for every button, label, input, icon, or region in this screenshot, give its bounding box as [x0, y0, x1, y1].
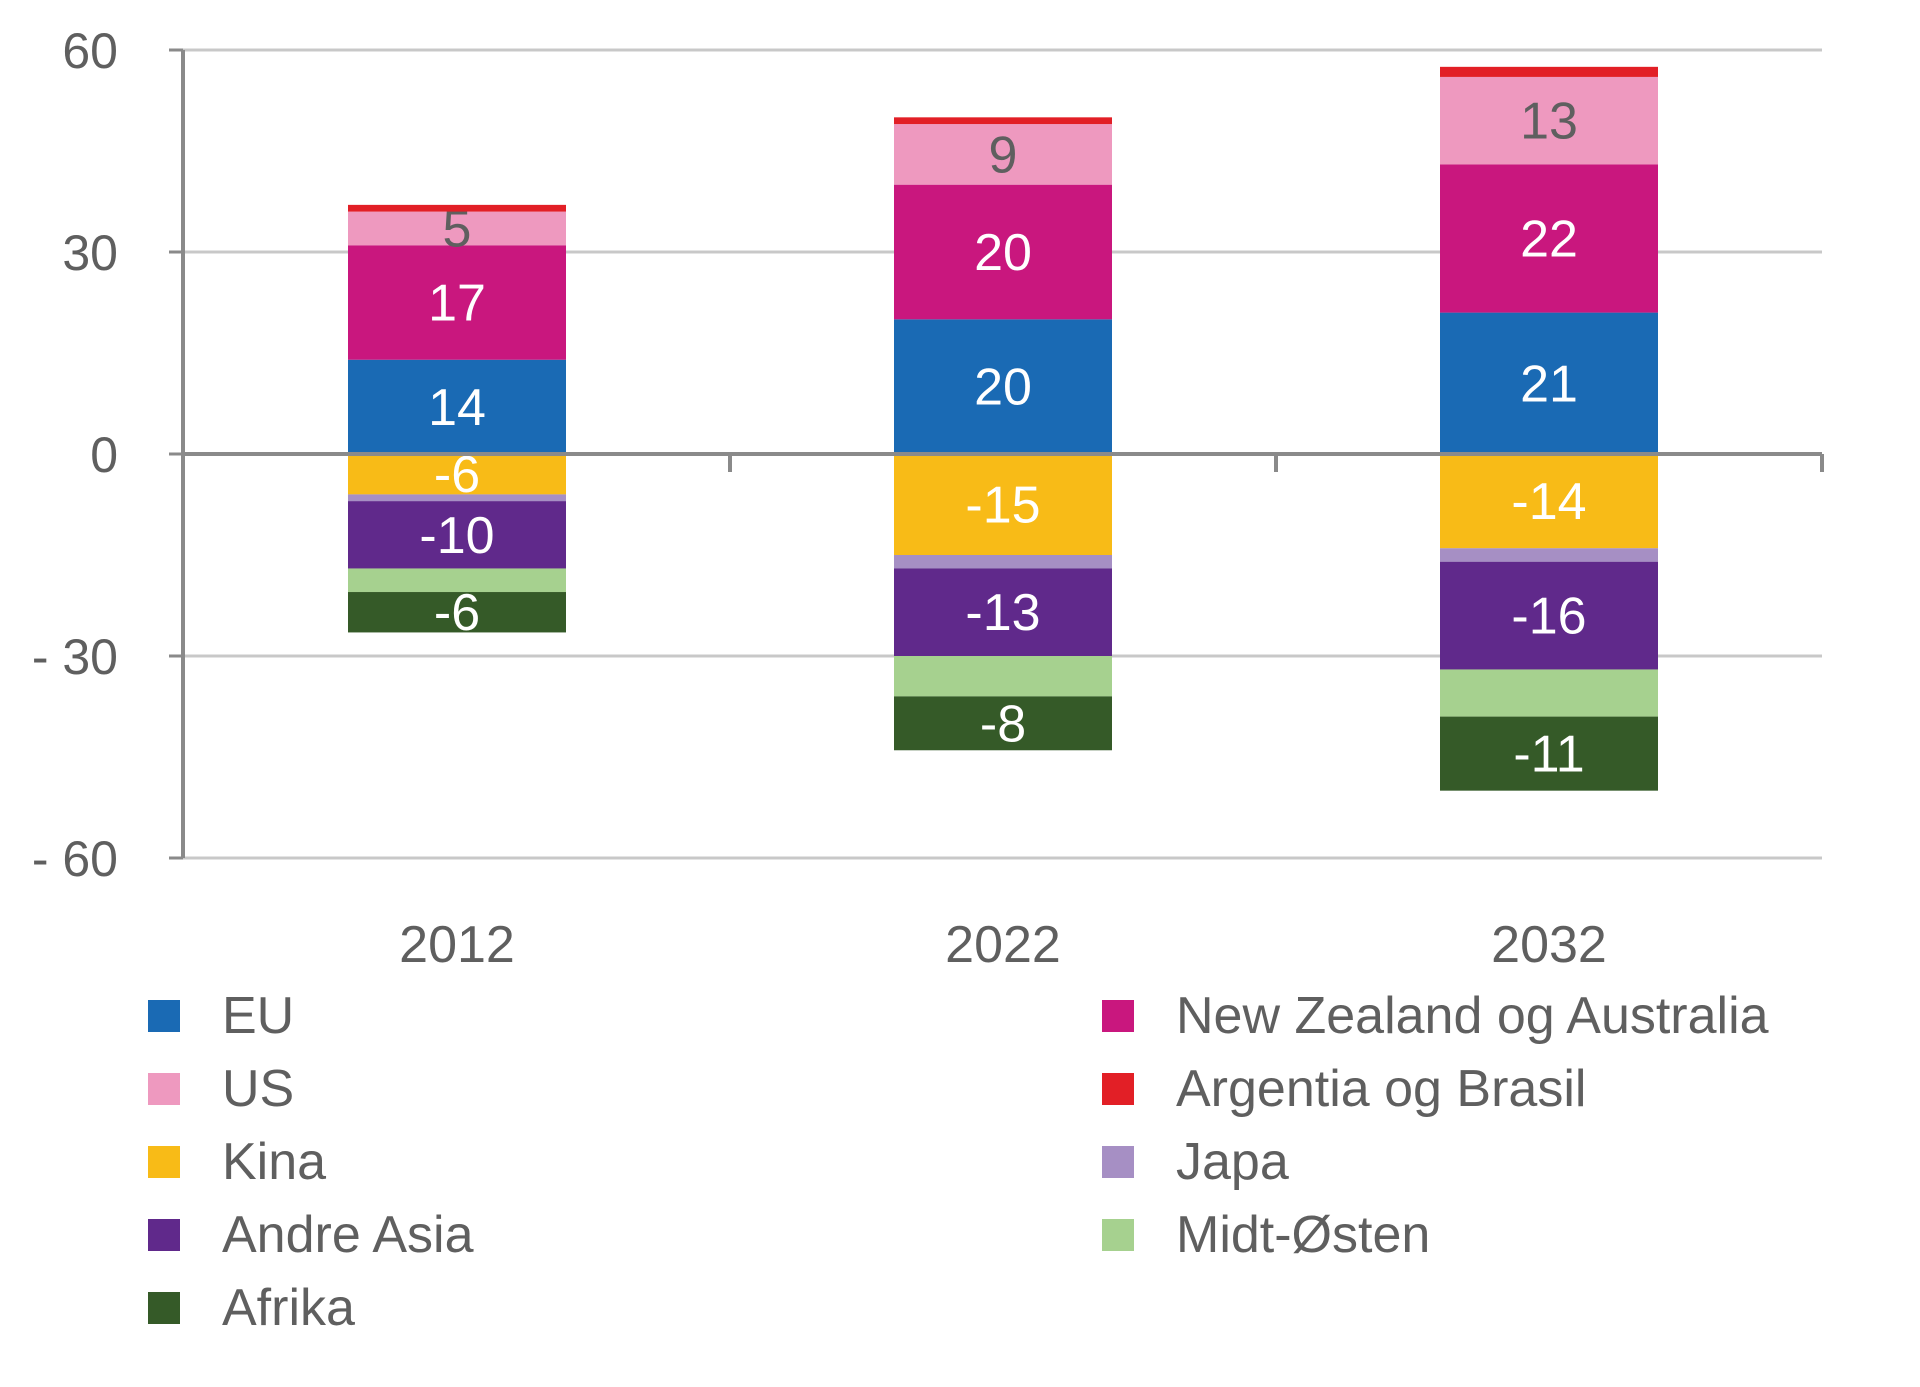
y-tick-label: 60 [62, 23, 118, 79]
data-label: -13 [965, 584, 1040, 642]
data-label: -10 [419, 507, 494, 565]
bar-segment-midt-sten [1440, 669, 1658, 717]
y-tick-label: - 30 [32, 629, 118, 685]
bar-segment-andre-asia [348, 501, 566, 569]
bar-segment-japa [348, 494, 566, 502]
bar-segment-us [1440, 76, 1658, 165]
x-tick-label: 2012 [399, 916, 515, 974]
data-label: -15 [965, 477, 1040, 535]
bar-segment-us [894, 124, 1112, 185]
data-label: 22 [1520, 211, 1578, 269]
x-tick-label: 2022 [945, 916, 1061, 974]
bar-segment-new-zealand-og-australia [348, 245, 566, 360]
data-label: -6 [434, 584, 480, 642]
bar-segment-new-zealand-og-australia [1440, 164, 1658, 313]
bar-segment-afrika [1440, 716, 1658, 791]
bar-segment-afrika [894, 696, 1112, 751]
data-label: 17 [428, 275, 486, 333]
bar-segment-argentia-og-brasil [1440, 66, 1658, 77]
data-label: -8 [980, 695, 1026, 753]
bar-segment-argentia-og-brasil [894, 117, 1112, 125]
y-tick-label: - 60 [32, 831, 118, 887]
bar-segment-kina [1440, 454, 1658, 549]
bar-segment-japa [1440, 548, 1658, 562]
bar-segment-midt-sten [894, 656, 1112, 697]
data-label: -14 [1511, 473, 1586, 531]
data-label: 13 [1520, 93, 1578, 151]
data-label: 21 [1520, 355, 1578, 413]
data-label: -11 [1513, 726, 1584, 784]
bar-segment-eu [894, 319, 1112, 454]
bar-segment-kina [894, 454, 1112, 555]
bar-segment-midt-sten [348, 568, 566, 593]
bar-segment-argentia-og-brasil [348, 204, 566, 212]
bar-segment-eu [1440, 312, 1658, 454]
data-label: 20 [974, 224, 1032, 282]
y-tick-label: 30 [62, 225, 118, 281]
data-label: 14 [428, 379, 486, 437]
data-label: -16 [1511, 588, 1586, 646]
bar-segment-afrika [348, 592, 566, 633]
y-tick-label: 0 [90, 427, 118, 483]
x-tick-label: 2032 [1491, 916, 1607, 974]
bar-segment-andre-asia [894, 568, 1112, 656]
bar-segment-new-zealand-og-australia [894, 184, 1112, 320]
bar-segment-andre-asia [1440, 561, 1658, 670]
bar-segment-eu [348, 359, 566, 454]
data-label: 9 [989, 126, 1018, 184]
data-label: 20 [974, 359, 1032, 417]
bar-segment-kina [348, 454, 566, 495]
bar-segment-us [348, 211, 566, 246]
bar-segment-japa [894, 555, 1112, 569]
